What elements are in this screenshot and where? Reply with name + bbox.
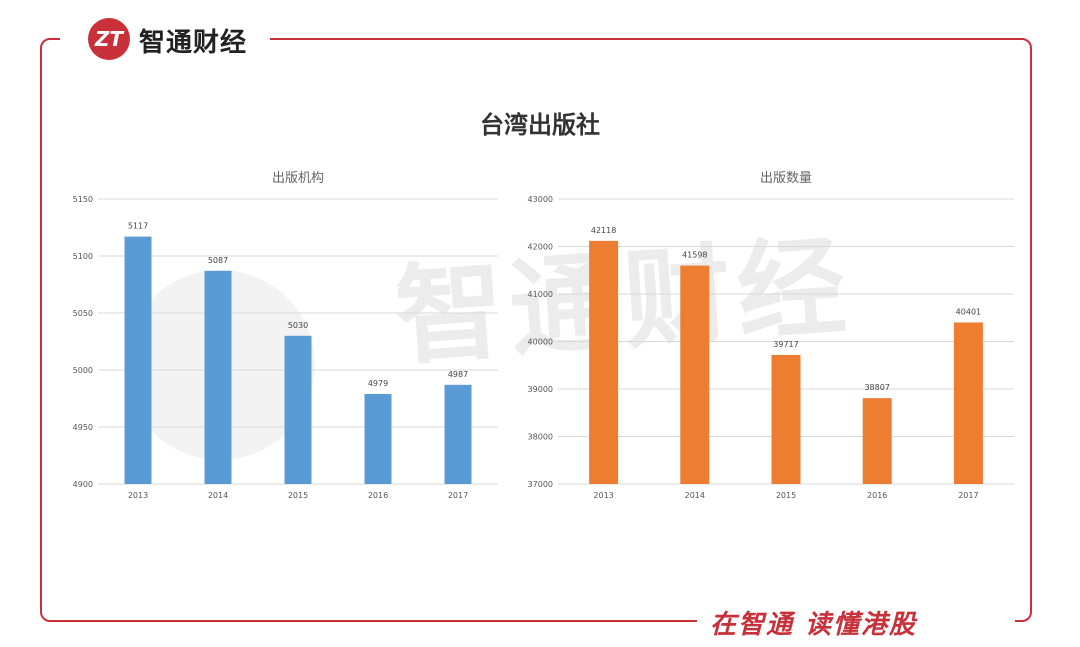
chart1-title: 出版机构: [272, 171, 324, 186]
chart1-ytick-3: 5050: [73, 309, 93, 318]
chart2-bar-2016: [862, 398, 892, 484]
chart2-xtick-2016: 2016: [867, 491, 887, 500]
chart1-bar-2016: [364, 393, 392, 484]
chart2-ytick-6: 43000: [528, 195, 553, 204]
chart2-data-label-2016: 38807: [864, 383, 889, 392]
chart2-ytick-2: 39000: [528, 385, 553, 394]
chart2-title: 出版数量: [760, 171, 812, 186]
chart2-ytick-1: 38000: [528, 433, 553, 442]
chart1-bar-2017: [444, 384, 472, 484]
chart2-xtick-2017: 2017: [958, 491, 978, 500]
chart1-ytick-1: 4950: [73, 423, 93, 432]
red-frame: [40, 38, 1032, 622]
chart2-bar-2013: [589, 240, 619, 484]
chart2-xtick-2014: 2014: [685, 491, 705, 500]
chart2-bar-2017: [953, 322, 983, 484]
chart1-data-label-2014: 5087: [208, 256, 228, 265]
chart2-bar-2014: [680, 265, 710, 484]
brand-logo-icon: ZT: [88, 18, 130, 60]
chart1-bar-2014: [204, 270, 232, 484]
chart2-data-label-2015: 39717: [773, 340, 798, 349]
chart2-ytick-5: 42000: [528, 243, 553, 252]
chart2-data-label-2014: 41598: [682, 251, 707, 260]
chart1-bar-2015: [284, 335, 312, 484]
chart1-ytick-2: 5000: [73, 366, 93, 375]
chart1-ytick-4: 5100: [73, 252, 93, 261]
brand-name: 智通财经: [139, 28, 248, 58]
chart2-bar-2015: [771, 354, 801, 484]
chart1-data-label-2015: 5030: [288, 321, 308, 330]
chart1-xtick-2014: 2014: [208, 491, 228, 500]
chart1-data-label-2016: 4979: [368, 379, 388, 388]
chart2-ytick-4: 41000: [528, 290, 553, 299]
chart2-xtick-2013: 2013: [593, 491, 613, 500]
chart1-xtick-2013: 2013: [128, 491, 148, 500]
chart1-ytick-0: 4900: [73, 480, 93, 489]
chart1-ytick-5: 5150: [73, 195, 93, 204]
chart1-data-label-2017: 4987: [448, 370, 468, 379]
chart1-xtick-2015: 2015: [288, 491, 308, 500]
chart1-data-label-2013: 5117: [128, 222, 148, 231]
chart1-xtick-2017: 2017: [448, 491, 468, 500]
chart2-data-label-2017: 40401: [956, 307, 981, 316]
slogan-background: [697, 600, 1015, 644]
chart2-ytick-0: 37000: [528, 480, 553, 489]
slogan: 在智通 读懂港股: [710, 610, 918, 640]
chart2-ytick-3: 40000: [528, 338, 553, 347]
chart2-xtick-2015: 2015: [776, 491, 796, 500]
page-title: 台湾出版社: [480, 111, 600, 139]
chart1-xtick-2016: 2016: [368, 491, 388, 500]
chart2-data-label-2013: 42118: [591, 226, 616, 235]
chart1-bar-2013: [124, 236, 152, 484]
